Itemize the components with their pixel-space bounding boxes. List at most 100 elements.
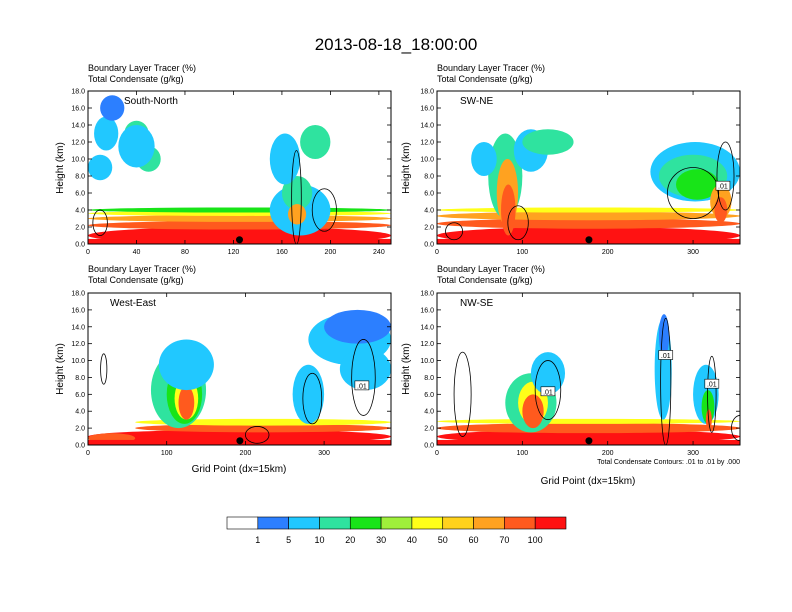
y-tick-label: 14.0 <box>71 123 85 130</box>
colorbar-label: 10 <box>314 535 324 545</box>
y-tick-label: 18.0 <box>420 291 434 298</box>
colorbar-swatch <box>349 516 382 530</box>
y-tick-label: 8.0 <box>75 174 85 181</box>
y-tick-label: 0.0 <box>424 242 434 249</box>
condensate-contours <box>453 317 740 445</box>
x-tick-label: 0 <box>86 450 90 457</box>
tracer-cell <box>522 129 574 155</box>
contour-label: .01 <box>661 353 671 360</box>
colorbar-label: 50 <box>438 535 448 545</box>
condensate-contours <box>92 150 337 244</box>
y-tick-label: 6.0 <box>424 191 434 198</box>
y-axis-label: Height (km) <box>55 142 66 194</box>
location-marker <box>236 236 243 244</box>
contour-label-box <box>704 378 720 389</box>
condensate-contour <box>311 188 337 232</box>
x-axis: 0 40 80 120 160 200 240 <box>86 91 385 256</box>
contour-labels: .01 .01 .01 <box>540 350 720 397</box>
y-axis: 0.0 2.0 4.0 6.0 8.0 10.0 12.0 14.0 16.0 18.0 <box>420 89 740 249</box>
tracer-field <box>437 314 740 445</box>
colorbar-swatch <box>411 516 444 530</box>
colorbar: 1 5 10 20 30 40 50 60 70 100 <box>226 516 567 545</box>
tracer-cell <box>339 347 391 391</box>
y-tick-label: 4.0 <box>75 409 85 416</box>
y-tick-label: 14.0 <box>420 324 434 331</box>
colorbar-swatch <box>257 516 289 530</box>
y-tick-label: 14.0 <box>420 123 434 130</box>
y-axis: 0.0 2.0 4.0 6.0 8.0 10.0 12.0 14.0 16.0 18.0 <box>71 291 391 450</box>
y-tick-label: 16.0 <box>71 307 85 314</box>
figure-title: 2013-08-18_18:00:00 <box>315 35 478 54</box>
colorbar-label: 20 <box>345 535 355 545</box>
tracer-cell <box>300 125 331 159</box>
x-tick-label: 0 <box>435 249 439 256</box>
colorbar-swatch <box>473 516 505 530</box>
x-tick-label: 0 <box>435 450 439 457</box>
y-tick-label: 8.0 <box>424 375 434 382</box>
panel-subtitle-1: Boundary Layer Tracer (%) <box>437 264 545 274</box>
tracer-cell <box>522 394 544 429</box>
condensate-contour <box>707 355 717 433</box>
x-tick-label: 240 <box>373 249 385 256</box>
colorbar-swatch <box>226 516 259 530</box>
x-tick-label: 300 <box>687 249 699 256</box>
tracer-cell <box>88 154 113 181</box>
tracer-cell <box>269 133 301 185</box>
tracer-cell <box>324 309 391 344</box>
condensate-contour <box>453 351 472 437</box>
condensate-contour <box>291 150 302 244</box>
tracer-cell <box>88 215 391 222</box>
panel-subtitle-2: Total Condensate (g/kg) <box>437 275 533 285</box>
condensate-contour <box>100 353 108 385</box>
panel-south-north: Boundary Layer Tracer (%) Total Condensa… <box>55 63 392 256</box>
x-tick-label: 200 <box>602 249 614 256</box>
panel-subtitle-1: Boundary Layer Tracer (%) <box>437 63 545 73</box>
tracer-cell <box>501 184 516 236</box>
y-tick-label: 16.0 <box>71 106 85 113</box>
y-tick-label: 0.0 <box>75 242 85 249</box>
panel-inner-label: SW-NE <box>460 96 493 107</box>
y-tick-label: 0.0 <box>75 443 85 450</box>
tracer-cell <box>471 142 497 176</box>
condensate-contour <box>716 141 735 211</box>
y-tick-label: 10.0 <box>71 358 85 365</box>
contour-label: .01 <box>718 184 728 191</box>
colorbar-label: 70 <box>499 535 509 545</box>
y-tick-label: 2.0 <box>424 426 434 433</box>
x-tick-label: 120 <box>228 249 240 256</box>
y-tick-label: 4.0 <box>75 208 85 215</box>
colorbar-label: 60 <box>469 535 479 545</box>
contour-labels: .01 <box>715 180 731 191</box>
colorbar-swatch <box>442 516 474 530</box>
contour-label-box <box>658 350 674 360</box>
y-tick-label: 2.0 <box>75 426 85 433</box>
tracer-cell <box>135 423 391 433</box>
panel-inner-label: South-North <box>124 96 178 107</box>
tracer-field <box>88 95 391 244</box>
tracer-cell <box>658 314 670 357</box>
tracer-cell <box>281 176 313 210</box>
condensate-contour <box>667 167 720 219</box>
x-tick-label: 40 <box>133 249 141 256</box>
x-tick-label: 160 <box>276 249 288 256</box>
colorbar-swatch <box>319 516 351 530</box>
panel-subtitle-2: Total Condensate (g/kg) <box>437 74 533 84</box>
x-axis: 0 100 200 300 <box>435 293 699 457</box>
panel-plot-area <box>437 91 740 244</box>
contour-label-box <box>540 386 556 397</box>
colorbar-label: 5 <box>286 535 291 545</box>
colorbar-label: 100 <box>528 535 543 545</box>
panel-nw-se: Boundary Layer Tracer (%) Total Condensa… <box>401 264 741 487</box>
tracer-cell <box>437 211 740 221</box>
x-axis-label: Grid Point (dx=15km) <box>192 464 287 475</box>
tracer-cell <box>292 364 325 424</box>
condensate-contour <box>507 205 529 241</box>
tracer-cell <box>100 95 125 121</box>
y-axis-label: Height (km) <box>55 343 66 395</box>
y-tick-label: 16.0 <box>420 106 434 113</box>
panel-subtitle-2: Total Condensate (g/kg) <box>88 74 184 84</box>
plot-frame <box>87 90 392 245</box>
y-tick-label: 12.0 <box>71 140 85 147</box>
tracer-cell <box>135 418 391 426</box>
y-tick-label: 10.0 <box>420 157 434 164</box>
